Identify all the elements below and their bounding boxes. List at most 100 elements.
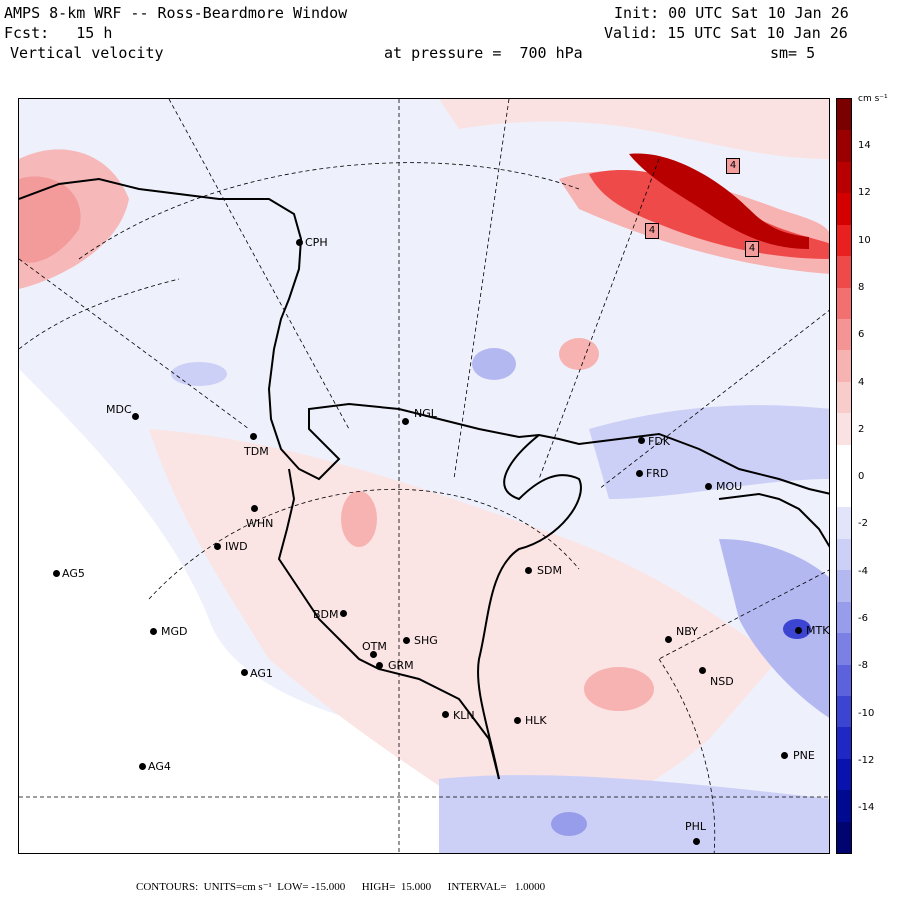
- colorbar-tick-label: 12: [858, 187, 871, 199]
- station-label-ag5: AG5: [62, 567, 85, 580]
- station-label-whn: WHN: [246, 517, 274, 530]
- colorbar-swatch: [837, 413, 851, 446]
- station-dot-fdk: [638, 437, 645, 444]
- station-dot-ag4: [139, 763, 146, 770]
- colorbar-tick-label: -8: [858, 660, 868, 672]
- colorbar-swatch: [837, 99, 851, 131]
- smoothing: sm= 5: [770, 44, 816, 62]
- colorbar-tick-label: -14: [858, 802, 875, 814]
- pressure-level: at pressure = 700 hPa: [384, 44, 583, 62]
- station-dot-ag1: [241, 669, 248, 676]
- station-label-fdk: FDK: [648, 435, 671, 448]
- colorbar-swatch: [837, 224, 851, 257]
- colorbar-tick-label: -6: [858, 613, 868, 624]
- station-label-ngl: NGL: [414, 407, 437, 420]
- colorbar-tick-label: 6: [858, 329, 865, 341]
- station-dot-hlk: [514, 717, 521, 724]
- colorbar-swatch: [837, 664, 851, 697]
- colorbar-swatch: [837, 570, 851, 603]
- station-dot-kln: [442, 711, 449, 718]
- station-dot-nby: [665, 636, 672, 643]
- station-label-phl: PHL: [685, 820, 707, 833]
- station-label-kln: KLN: [453, 709, 475, 722]
- colorbar-units: cm s⁻¹: [858, 94, 888, 104]
- station-label-shg: SHG: [414, 634, 438, 647]
- station-dot-mdc: [132, 413, 139, 420]
- colorbar-swatch: [837, 538, 851, 571]
- station-dot-iwd: [214, 543, 221, 550]
- station-label-cph: CPH: [305, 236, 328, 249]
- station-dot-tdm: [250, 433, 257, 440]
- colorbar-swatch: [837, 695, 851, 728]
- colorbar-swatch: [837, 161, 851, 194]
- colorbar-swatch: [837, 821, 851, 854]
- station-label-tdm: TDM: [244, 445, 269, 458]
- map-svg: [19, 99, 829, 853]
- colorbar-tick-label: 14: [858, 140, 871, 151]
- colorbar-swatch: [837, 633, 851, 665]
- colorbar-swatch: [837, 193, 851, 226]
- colorbar-swatch: [837, 507, 851, 540]
- colorbar-tick-label: -4: [858, 565, 868, 577]
- title-line: AMPS 8-km WRF -- Ross-Beardmore Window: [4, 4, 348, 22]
- station-dot-mou: [705, 483, 712, 490]
- station-dot-sdm: [525, 567, 532, 574]
- colorbar-tick-label: -2: [858, 518, 868, 530]
- forecast-hour: Fcst: 15 h: [4, 24, 113, 42]
- colorbar-swatch: [837, 601, 851, 634]
- colorbar-swatch: [837, 130, 851, 163]
- field-name: Vertical velocity: [10, 44, 164, 62]
- station-dot-shg: [403, 637, 410, 644]
- blue-right-lower: [719, 539, 829, 718]
- colorbar-tick-label: -10: [858, 707, 875, 719]
- station-label-otm: OTM: [362, 640, 387, 653]
- station-label-pne: PNE: [793, 749, 815, 762]
- station-label-nsd: NSD: [710, 675, 734, 688]
- station-dot-bdm: [340, 610, 347, 617]
- colorbar-swatch: [837, 318, 851, 351]
- station-label-mou: MOU: [716, 480, 743, 493]
- pink-shelf: [149, 429, 779, 815]
- map-panel: 4 4 4: [18, 98, 830, 854]
- colorbar-tick-label: 2: [858, 423, 865, 435]
- blue-bottom: [439, 775, 829, 853]
- valid-time: Valid: 15 UTC Sat 10 Jan 26: [604, 24, 848, 42]
- colorbar-swatch: [837, 381, 851, 414]
- colorbar-swatch: [837, 444, 851, 477]
- colorbar-swatch: [837, 476, 851, 508]
- colorbar-swatch: [837, 758, 851, 791]
- station-dot-grm: [376, 662, 383, 669]
- colorbar-swatch: [837, 350, 851, 383]
- station-dot-mgd: [150, 628, 157, 635]
- station-label-iwd: IWD: [225, 540, 248, 553]
- blue-patch-1: [472, 348, 516, 380]
- colorbar-tick-label: 0: [858, 471, 865, 483]
- station-label-grm: GRM: [388, 659, 414, 672]
- init-time: Init: 00 UTC Sat 10 Jan 26: [614, 4, 849, 22]
- station-label-frd: FRD: [646, 467, 669, 480]
- station-label-ag1: AG1: [250, 667, 273, 680]
- station-dot-cph: [296, 239, 303, 246]
- station-dot-otm: [370, 651, 377, 658]
- station-dot-whn: [251, 505, 258, 512]
- colorbar-tick-label: 8: [858, 281, 865, 293]
- pink-patch-4: [559, 338, 599, 370]
- station-dot-phl: [693, 838, 700, 845]
- colorbar-swatch: [837, 727, 851, 760]
- blue-deep-2: [551, 812, 587, 836]
- station-dot-frd: [636, 470, 643, 477]
- station-dot-ngl: [402, 418, 409, 425]
- max-label-3: 4: [745, 241, 759, 257]
- max-label-1: 4: [726, 158, 740, 174]
- station-label-hlk: HLK: [525, 714, 547, 727]
- pink-patch-2: [341, 491, 377, 547]
- station-label-mtk: MTK: [806, 624, 830, 637]
- colorbar-swatch: [837, 256, 851, 288]
- pink-patch-3: [584, 667, 654, 711]
- graticule: [19, 99, 829, 853]
- red-upper: [439, 99, 829, 159]
- colorbar-tick-label: 4: [858, 376, 865, 388]
- colorbar-tick-label: 10: [858, 234, 871, 246]
- blue-patch-2: [171, 362, 227, 386]
- pink-topleft: [19, 176, 81, 263]
